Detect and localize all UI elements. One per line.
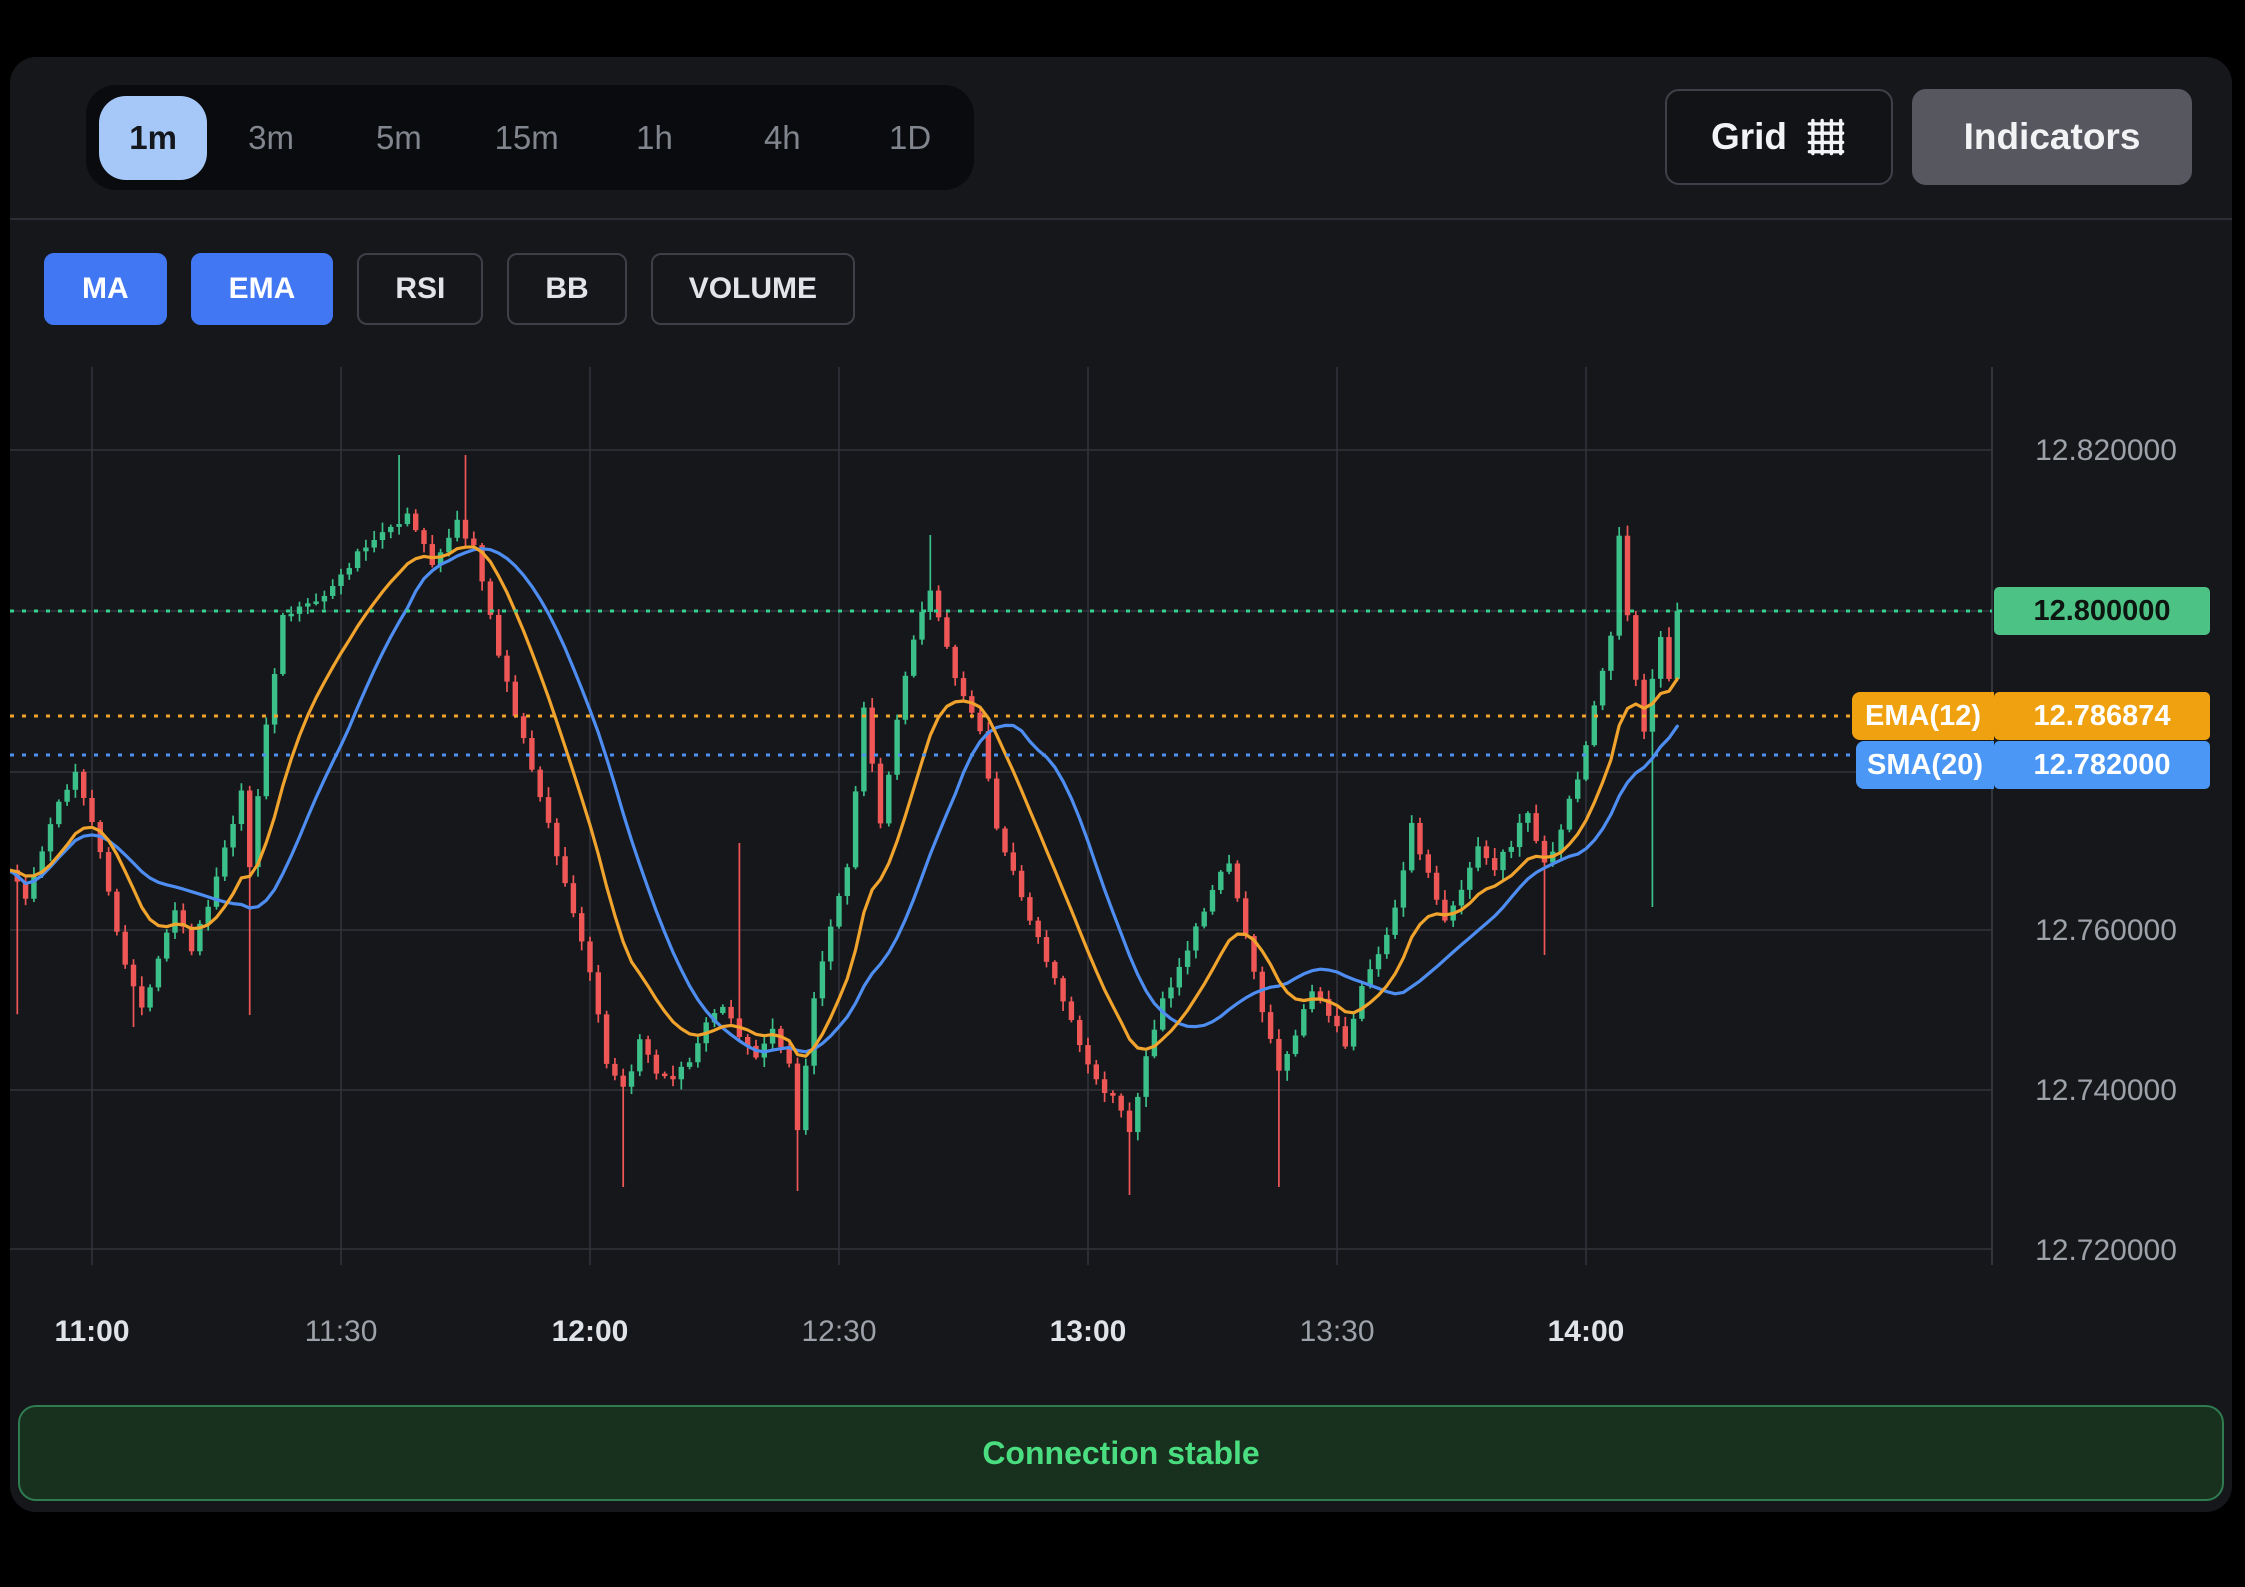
timeframe-1m[interactable]: 1m bbox=[99, 95, 208, 180]
ema-label-badge: EMA(12) bbox=[1852, 692, 1994, 740]
indicators-button[interactable]: Indicators bbox=[1912, 89, 2192, 185]
y-axis-label: 12.740000 bbox=[2035, 1074, 2177, 1107]
toggle-ma[interactable]: MA bbox=[44, 253, 167, 325]
x-axis-label: 12:00 bbox=[551, 1315, 629, 1348]
grid-button-label: Grid bbox=[1710, 116, 1788, 157]
toolbar-divider bbox=[10, 218, 2232, 220]
x-axis-label: 13:00 bbox=[1049, 1315, 1127, 1348]
trading-chart-panel: 1m 3m 5m 15m 1h 4h 1D Grid Indicators MA EMA RSI bbox=[10, 57, 2232, 1512]
timeframe-15m[interactable]: 15m bbox=[494, 118, 559, 156]
toggle-rsi[interactable]: RSI bbox=[357, 253, 484, 325]
x-axis-label: 12:30 bbox=[801, 1315, 877, 1348]
y-axis-label: 12.820000 bbox=[2035, 434, 2177, 467]
toggle-ema[interactable]: EMA bbox=[190, 253, 334, 325]
ema-value-badge: 12.786874 bbox=[1994, 692, 2210, 740]
timeframe-1D[interactable]: 1D bbox=[889, 118, 932, 156]
candles-svg[interactable] bbox=[10, 367, 2232, 1265]
last-price-badge: 12.800000 bbox=[1994, 587, 2210, 635]
timeframe-4h[interactable]: 4h bbox=[763, 118, 801, 156]
indicator-toggles: MA EMA RSI BB VOLUME bbox=[44, 253, 856, 325]
grid-button[interactable]: Grid bbox=[1665, 89, 1893, 185]
x-axis-label: 14:00 bbox=[1547, 1315, 1625, 1348]
indicators-button-label: Indicators bbox=[1963, 116, 2141, 157]
connection-status-banner: Connection stable bbox=[18, 1405, 2224, 1501]
x-axis-label: 11:30 bbox=[304, 1315, 378, 1348]
y-axis-label: 12.720000 bbox=[2035, 1234, 2177, 1267]
grid-icon bbox=[1805, 116, 1847, 158]
toggle-volume[interactable]: VOLUME bbox=[650, 253, 856, 325]
sma-label-badge: SMA(20) bbox=[1856, 741, 1994, 789]
y-axis-label: 12.760000 bbox=[2035, 914, 2177, 947]
sma-value-badge: 12.782000 bbox=[1994, 741, 2210, 789]
toggle-bb[interactable]: BB bbox=[507, 253, 627, 325]
x-axis-label: 11:00 bbox=[54, 1315, 130, 1348]
timeframe-1h[interactable]: 1h bbox=[636, 118, 673, 156]
x-axis-label: 13:30 bbox=[1299, 1315, 1375, 1348]
timeframe-5m[interactable]: 5m bbox=[375, 118, 422, 156]
timeframe-selector: 1m 3m 5m 15m 1h 4h 1D bbox=[86, 85, 974, 190]
timeframe-3m[interactable]: 3m bbox=[248, 118, 294, 156]
connection-status-text: Connection stable bbox=[982, 1434, 1260, 1471]
